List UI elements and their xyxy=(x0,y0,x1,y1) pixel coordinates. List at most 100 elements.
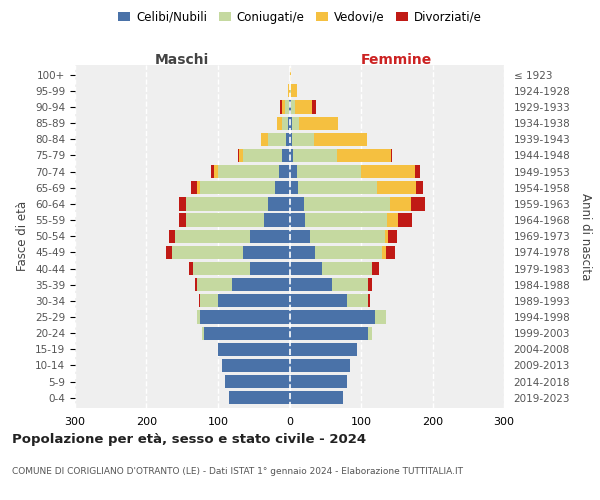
Bar xyxy=(290,132,292,146)
Bar xyxy=(322,262,372,275)
Bar xyxy=(169,230,175,243)
Bar xyxy=(172,246,243,259)
Bar xyxy=(296,165,361,178)
Bar xyxy=(290,342,358,356)
Bar xyxy=(388,230,397,243)
Bar xyxy=(218,294,290,308)
Bar xyxy=(218,342,290,356)
Bar xyxy=(179,198,186,210)
Bar xyxy=(277,116,283,130)
Bar xyxy=(291,100,295,114)
Bar xyxy=(290,262,322,275)
Bar xyxy=(293,149,337,162)
Bar xyxy=(298,181,377,194)
Bar xyxy=(200,310,290,324)
Bar xyxy=(290,278,332,291)
Bar xyxy=(186,198,268,210)
Bar xyxy=(232,278,290,291)
Bar xyxy=(313,100,316,114)
Bar xyxy=(288,84,290,98)
Bar xyxy=(290,84,291,98)
Bar xyxy=(292,132,314,146)
Text: Popolazione per età, sesso e stato civile - 2024: Popolazione per età, sesso e stato civil… xyxy=(12,432,366,446)
Bar xyxy=(295,100,313,114)
Bar xyxy=(268,132,286,146)
Bar xyxy=(385,230,388,243)
Bar xyxy=(314,246,382,259)
Bar xyxy=(166,246,172,259)
Bar xyxy=(290,310,376,324)
Bar xyxy=(290,116,292,130)
Bar xyxy=(190,262,193,275)
Text: Maschi: Maschi xyxy=(155,52,209,66)
Bar xyxy=(238,149,239,162)
Bar xyxy=(411,198,425,210)
Bar xyxy=(202,326,204,340)
Bar xyxy=(200,181,275,194)
Bar xyxy=(175,230,250,243)
Bar xyxy=(290,326,368,340)
Bar xyxy=(386,246,395,259)
Bar xyxy=(268,198,290,210)
Bar xyxy=(337,149,391,162)
Bar xyxy=(179,214,186,226)
Bar xyxy=(243,149,283,162)
Bar xyxy=(221,359,290,372)
Bar xyxy=(377,181,416,194)
Bar xyxy=(286,132,290,146)
Bar xyxy=(197,181,200,194)
Bar xyxy=(391,149,392,162)
Bar xyxy=(304,198,389,210)
Bar xyxy=(310,230,385,243)
Bar xyxy=(361,165,415,178)
Bar xyxy=(290,100,291,114)
Bar xyxy=(289,100,290,114)
Text: Femmine: Femmine xyxy=(361,52,433,66)
Bar xyxy=(314,132,367,146)
Bar xyxy=(243,246,290,259)
Bar xyxy=(368,294,370,308)
Bar xyxy=(290,149,293,162)
Text: COMUNE DI CORIGLIANO D'OTRANTO (LE) - Dati ISTAT 1° gennaio 2024 - Elaborazione : COMUNE DI CORIGLIANO D'OTRANTO (LE) - Da… xyxy=(12,468,463,476)
Bar xyxy=(372,262,379,275)
Bar xyxy=(291,84,296,98)
Bar xyxy=(275,181,290,194)
Bar xyxy=(195,278,197,291)
Bar xyxy=(225,375,290,388)
Bar xyxy=(265,214,290,226)
Bar xyxy=(368,278,372,291)
Bar xyxy=(305,214,388,226)
Bar xyxy=(398,214,412,226)
Bar xyxy=(376,310,386,324)
Bar xyxy=(197,310,200,324)
Bar xyxy=(211,165,214,178)
Bar xyxy=(290,246,314,259)
Bar xyxy=(290,198,304,210)
Bar xyxy=(199,294,200,308)
Bar xyxy=(290,165,296,178)
Bar xyxy=(204,326,290,340)
Bar xyxy=(332,278,368,291)
Bar xyxy=(229,391,290,404)
Bar xyxy=(290,359,350,372)
Bar xyxy=(290,294,347,308)
Bar xyxy=(290,214,305,226)
Bar xyxy=(389,198,411,210)
Bar xyxy=(239,149,243,162)
Bar xyxy=(416,181,423,194)
Legend: Celibi/Nubili, Coniugati/e, Vedovi/e, Divorziati/e: Celibi/Nubili, Coniugati/e, Vedovi/e, Di… xyxy=(113,6,487,28)
Bar xyxy=(279,165,290,178)
Y-axis label: Anni di nascita: Anni di nascita xyxy=(579,192,592,280)
Bar xyxy=(283,149,290,162)
Bar xyxy=(283,116,288,130)
Bar xyxy=(280,100,281,114)
Bar xyxy=(290,181,298,194)
Bar xyxy=(197,278,232,291)
Bar xyxy=(250,230,290,243)
Bar xyxy=(214,165,218,178)
Bar xyxy=(347,294,368,308)
Bar xyxy=(290,68,291,82)
Bar xyxy=(415,165,421,178)
Bar xyxy=(218,165,279,178)
Bar xyxy=(292,116,299,130)
